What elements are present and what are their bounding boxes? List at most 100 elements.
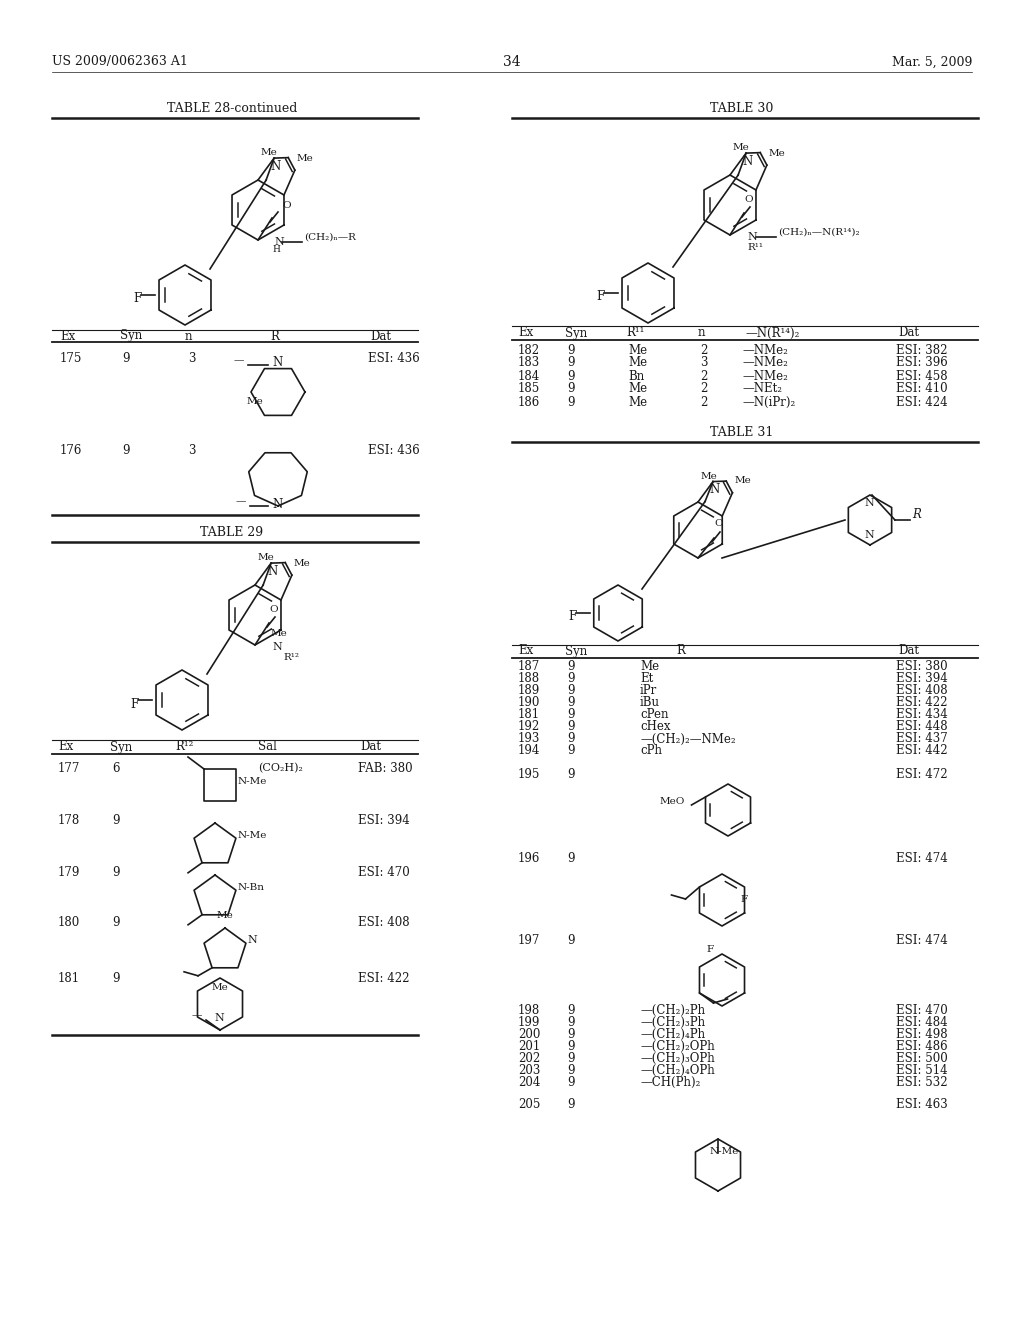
Text: 9: 9	[567, 768, 574, 781]
Text: 9: 9	[567, 396, 574, 408]
Text: N-Me: N-Me	[710, 1147, 739, 1155]
Text: 203: 203	[518, 1064, 541, 1077]
Text: Syn: Syn	[565, 326, 587, 339]
Text: ESI: 514: ESI: 514	[896, 1064, 947, 1077]
Text: Me: Me	[628, 383, 647, 396]
Text: ESI: 484: ESI: 484	[896, 1015, 947, 1028]
Text: 201: 201	[518, 1040, 541, 1052]
Text: N: N	[864, 531, 873, 540]
Text: 9: 9	[567, 733, 574, 746]
Text: TABLE 29: TABLE 29	[201, 525, 263, 539]
Text: —N(iPr)₂: —N(iPr)₂	[742, 396, 796, 408]
Text: —(CH₂)₃Ph: —(CH₂)₃Ph	[640, 1015, 706, 1028]
Text: 9: 9	[567, 1098, 574, 1111]
Text: ESI: 474: ESI: 474	[896, 933, 948, 946]
Text: Me: Me	[769, 149, 785, 157]
Text: N: N	[272, 642, 282, 652]
Text: 9: 9	[567, 343, 574, 356]
Text: N: N	[274, 238, 284, 247]
Text: F: F	[706, 945, 713, 954]
Text: ESI: 470: ESI: 470	[896, 1003, 948, 1016]
Text: ESI: 408: ESI: 408	[896, 685, 947, 697]
Text: R¹²: R¹²	[175, 741, 194, 754]
Text: 189: 189	[518, 685, 541, 697]
Text: N: N	[742, 154, 753, 168]
Text: 9: 9	[567, 1003, 574, 1016]
Text: Ex: Ex	[518, 644, 534, 657]
Text: Syn: Syn	[565, 644, 587, 657]
Text: 9: 9	[112, 916, 120, 928]
Text: ESI: 500: ESI: 500	[896, 1052, 948, 1064]
Text: N-Bn: N-Bn	[238, 883, 265, 892]
Text: TABLE 28-continued: TABLE 28-continued	[167, 102, 297, 115]
Text: 9: 9	[567, 697, 574, 710]
Text: 9: 9	[112, 813, 120, 826]
Text: N-Me: N-Me	[238, 777, 267, 787]
Text: (CO₂H)₂: (CO₂H)₂	[258, 763, 303, 774]
Text: —NMe₂: —NMe₂	[742, 356, 787, 370]
Text: Sal: Sal	[258, 741, 276, 754]
Text: 205: 205	[518, 1098, 541, 1111]
Text: ESI: 436: ESI: 436	[368, 351, 420, 364]
Text: Me: Me	[628, 343, 647, 356]
Text: 204: 204	[518, 1076, 541, 1089]
Text: iPr: iPr	[640, 685, 657, 697]
Text: 197: 197	[518, 933, 541, 946]
Text: ESI: 436: ESI: 436	[368, 444, 420, 457]
Text: 9: 9	[122, 444, 129, 457]
Text: —(CH₂)₄Ph: —(CH₂)₄Ph	[640, 1027, 706, 1040]
Text: 9: 9	[567, 383, 574, 396]
Text: TABLE 31: TABLE 31	[711, 425, 774, 438]
Text: MeO: MeO	[659, 797, 685, 807]
Text: ESI: 448: ESI: 448	[896, 721, 947, 734]
Text: Me: Me	[294, 558, 310, 568]
Text: —CH(Ph)₂: —CH(Ph)₂	[640, 1076, 700, 1089]
Text: Dat: Dat	[898, 644, 919, 657]
Text: Me: Me	[297, 153, 313, 162]
Text: ESI: 470: ESI: 470	[358, 866, 410, 879]
Text: 187: 187	[518, 660, 541, 673]
Text: FAB: 380: FAB: 380	[358, 762, 413, 775]
Text: n: n	[698, 326, 706, 339]
Text: 6: 6	[112, 762, 120, 775]
Text: R¹¹: R¹¹	[626, 326, 644, 339]
Text: 176: 176	[60, 444, 82, 457]
Text: 199: 199	[518, 1015, 541, 1028]
Text: Me: Me	[212, 983, 228, 993]
Text: 3: 3	[188, 351, 196, 364]
Text: Me: Me	[628, 396, 647, 408]
Text: Me: Me	[732, 143, 749, 152]
Text: 9: 9	[567, 744, 574, 758]
Text: N-Me: N-Me	[238, 830, 267, 840]
Text: Me: Me	[260, 148, 276, 157]
Text: 198: 198	[518, 1003, 541, 1016]
Text: ESI: 380: ESI: 380	[896, 660, 947, 673]
Text: Me: Me	[734, 477, 752, 486]
Text: Me: Me	[217, 912, 233, 920]
Text: ESI: 394: ESI: 394	[896, 672, 948, 685]
Text: 181: 181	[518, 709, 540, 722]
Text: 3: 3	[188, 444, 196, 457]
Text: 34: 34	[503, 55, 521, 69]
Text: 9: 9	[567, 356, 574, 370]
Text: —(CH₂)₂—NMe₂: —(CH₂)₂—NMe₂	[640, 733, 735, 746]
Text: ESI: 434: ESI: 434	[896, 709, 948, 722]
Text: —N(R¹⁴)₂: —N(R¹⁴)₂	[745, 326, 800, 339]
Text: —: —	[193, 1011, 203, 1020]
Text: 188: 188	[518, 672, 540, 685]
Text: Me: Me	[628, 356, 647, 370]
Text: 180: 180	[58, 916, 80, 928]
Text: 179: 179	[58, 866, 80, 879]
Text: ESI: 410: ESI: 410	[896, 383, 947, 396]
Text: R: R	[270, 330, 279, 342]
Text: 2: 2	[700, 383, 708, 396]
Text: 186: 186	[518, 396, 541, 408]
Text: Dat: Dat	[370, 330, 391, 342]
Text: 196: 196	[518, 851, 541, 865]
Text: Dat: Dat	[898, 326, 919, 339]
Text: —(CH₂)₃OPh: —(CH₂)₃OPh	[640, 1052, 715, 1064]
Text: 9: 9	[567, 1052, 574, 1064]
Text: 9: 9	[567, 672, 574, 685]
Text: 192: 192	[518, 721, 541, 734]
Text: 181: 181	[58, 972, 80, 985]
